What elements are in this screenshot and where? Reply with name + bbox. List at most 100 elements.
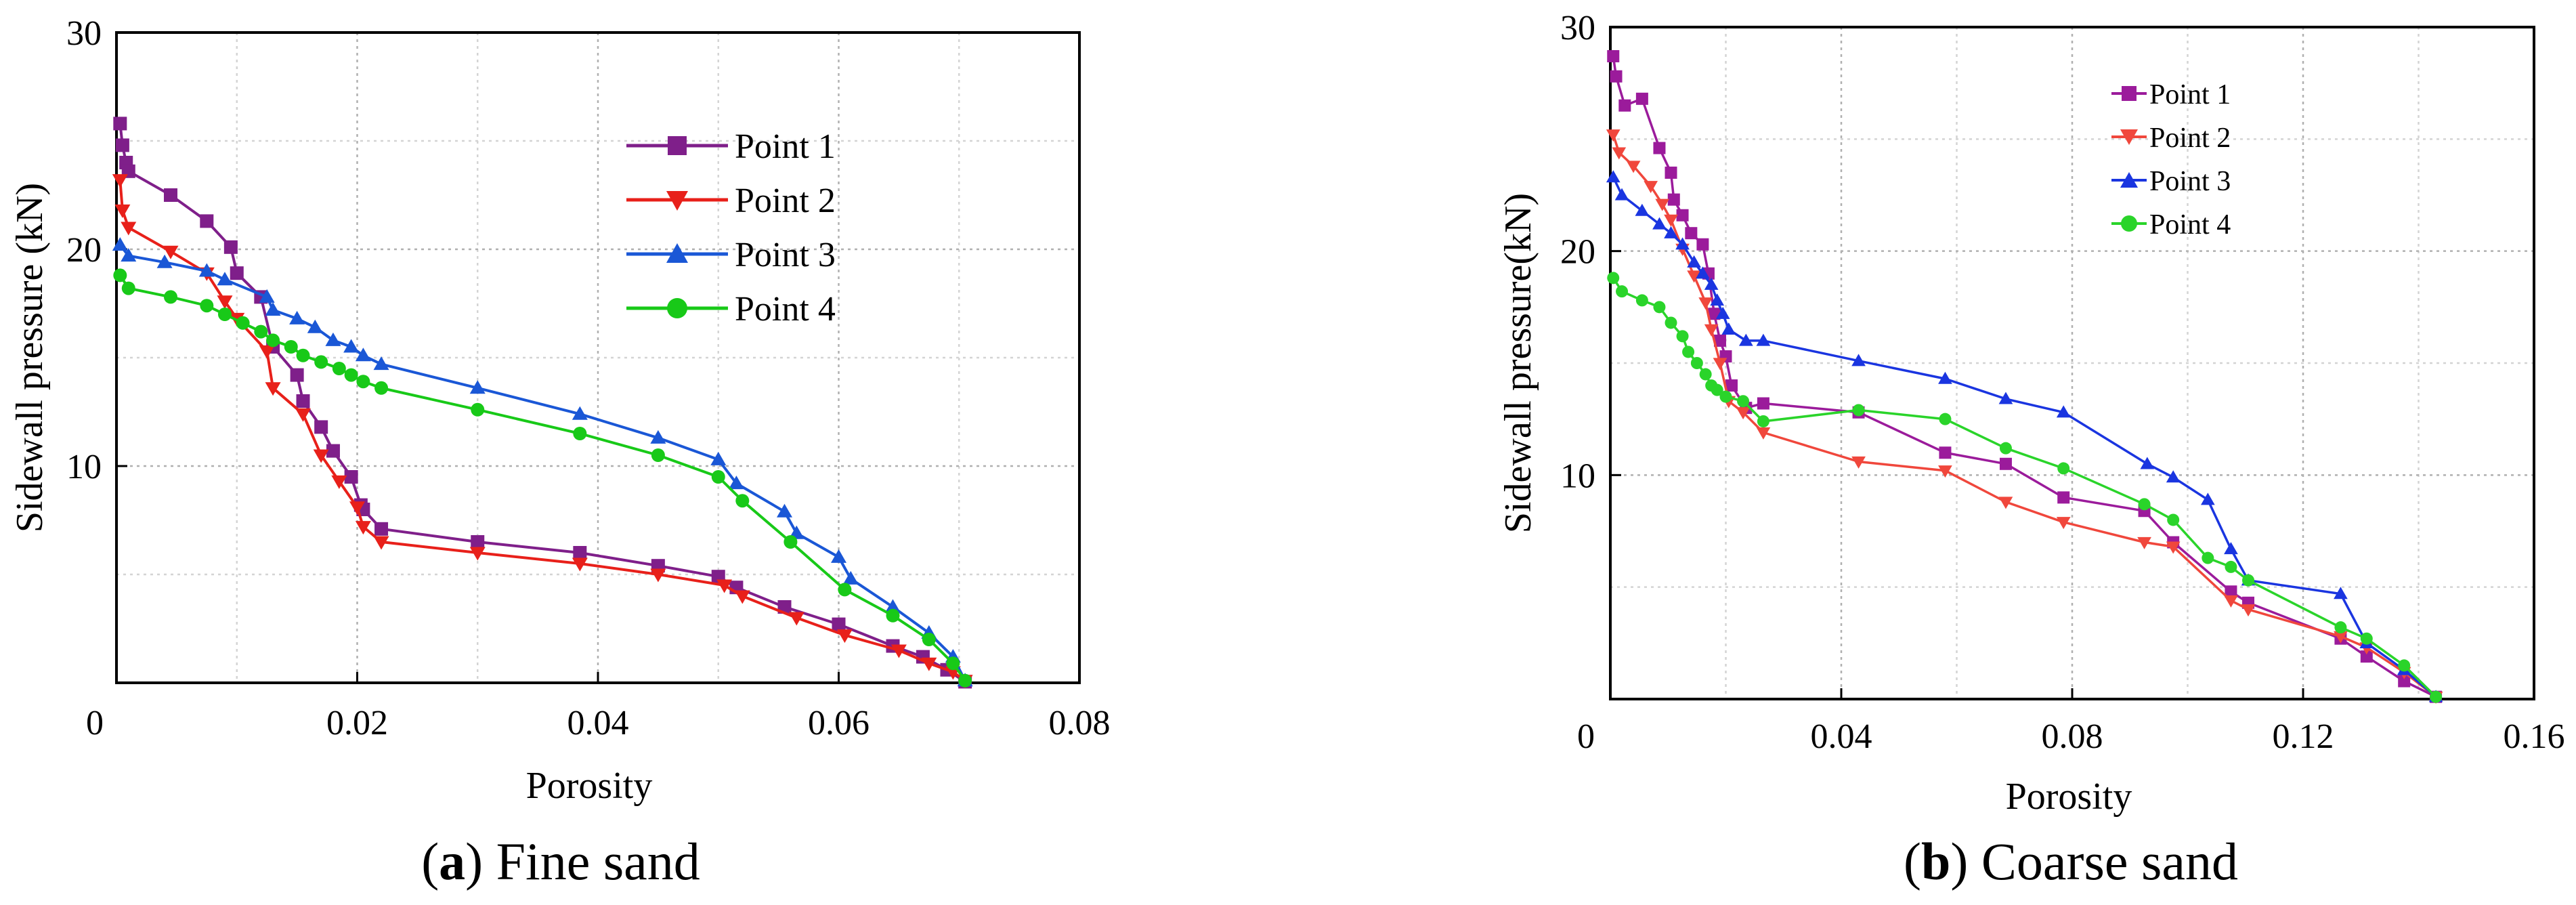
data-point bbox=[1653, 301, 1666, 314]
data-point bbox=[1719, 390, 1732, 403]
fine-sand-legend: Point 1 Point 2 Point 3 Point 4 bbox=[626, 127, 836, 329]
data-point bbox=[1610, 70, 1623, 83]
data-point bbox=[121, 281, 135, 295]
data-point bbox=[1939, 446, 1952, 459]
data-point bbox=[1738, 333, 1753, 346]
legend-item-point-4: Point 4 bbox=[2111, 209, 2231, 240]
data-point bbox=[783, 535, 798, 549]
data-point bbox=[373, 536, 389, 550]
data-point bbox=[314, 355, 328, 369]
coarse-sand-chart: 0 0.04 0.08 0.12 0.16 10 20 30 Porosity Sidewal… bbox=[1497, 9, 2565, 891]
data-point bbox=[836, 629, 853, 644]
data-point bbox=[163, 245, 179, 259]
data-point bbox=[217, 295, 233, 310]
data-point bbox=[650, 429, 666, 444]
data-point bbox=[2398, 659, 2411, 672]
y-tick-label: 10 bbox=[66, 448, 102, 486]
data-point bbox=[1676, 209, 1689, 222]
data-point bbox=[1626, 161, 1641, 173]
data-point bbox=[331, 475, 347, 489]
data-point bbox=[886, 608, 900, 623]
legend-item-point-3: Point 3 bbox=[626, 236, 836, 274]
caption-open-paren: ( bbox=[1904, 832, 1921, 891]
data-point bbox=[1664, 214, 1678, 227]
data-point bbox=[325, 332, 341, 346]
legend-swatch-marker bbox=[666, 191, 688, 211]
fine-sand-grid bbox=[116, 33, 1079, 683]
legend-swatch-marker bbox=[2120, 129, 2138, 145]
legend-label: Point 3 bbox=[2149, 166, 2231, 197]
data-point bbox=[1614, 188, 1629, 201]
data-point bbox=[356, 375, 370, 389]
data-point bbox=[373, 356, 389, 371]
data-point bbox=[1713, 358, 1727, 371]
data-point bbox=[573, 546, 587, 560]
series-line bbox=[119, 123, 966, 683]
x-tick-label: 0.04 bbox=[1811, 717, 1872, 756]
legend-item-point-2: Point 2 bbox=[2111, 123, 2231, 154]
data-point bbox=[163, 290, 177, 304]
legend-swatch-marker bbox=[667, 298, 687, 318]
caption-letter: a bbox=[439, 832, 465, 891]
data-point bbox=[217, 272, 233, 286]
data-point bbox=[2360, 650, 2373, 663]
data-point bbox=[344, 368, 358, 382]
data-point bbox=[1713, 334, 1726, 347]
legend-swatch-marker bbox=[2121, 215, 2137, 232]
x-tick-label: 0.04 bbox=[567, 704, 629, 742]
data-point bbox=[374, 522, 389, 536]
data-point bbox=[2166, 470, 2181, 483]
data-point bbox=[651, 448, 665, 462]
data-point bbox=[1665, 316, 1677, 329]
data-point bbox=[1715, 306, 1730, 319]
data-point bbox=[2057, 491, 2070, 504]
data-point bbox=[114, 204, 131, 218]
data-point bbox=[265, 382, 281, 396]
data-point bbox=[1938, 465, 1952, 478]
data-point bbox=[1938, 371, 1952, 384]
data-point bbox=[1682, 345, 1695, 358]
data-point bbox=[1675, 237, 1690, 250]
x-tick-label: 0.02 bbox=[326, 704, 388, 742]
data-point bbox=[1687, 255, 1701, 268]
x-tick-label: 0 bbox=[86, 704, 104, 742]
data-point bbox=[1676, 330, 1689, 343]
data-point bbox=[2137, 536, 2151, 549]
data-point bbox=[265, 302, 281, 316]
series-point-2 bbox=[1606, 129, 2443, 704]
data-point bbox=[1998, 392, 2013, 404]
data-point bbox=[832, 617, 846, 631]
data-point bbox=[1685, 227, 1698, 240]
data-point bbox=[1687, 270, 1701, 283]
data-point bbox=[572, 557, 588, 572]
legend-swatch-marker bbox=[2120, 172, 2138, 188]
data-point bbox=[2225, 585, 2237, 598]
data-point bbox=[295, 408, 312, 422]
data-point bbox=[332, 362, 346, 375]
data-point bbox=[289, 310, 305, 324]
data-point bbox=[1736, 407, 1751, 420]
y-tick-label: 10 bbox=[1560, 457, 1595, 495]
data-point bbox=[1607, 49, 1620, 62]
caption-letter: b bbox=[1921, 832, 1950, 891]
x-tick-label: 0.08 bbox=[2042, 717, 2103, 756]
data-point bbox=[113, 268, 127, 282]
fine-sand-series bbox=[112, 117, 973, 689]
data-point bbox=[2167, 513, 2180, 526]
series-point-2 bbox=[112, 174, 973, 689]
data-point bbox=[1690, 357, 1703, 369]
data-point bbox=[198, 263, 215, 277]
x-tick-label: 0.16 bbox=[2504, 717, 2565, 756]
coarse-sand-series bbox=[1606, 49, 2443, 704]
data-point bbox=[259, 289, 275, 303]
data-point bbox=[884, 599, 901, 613]
data-point bbox=[115, 138, 129, 152]
data-point bbox=[1635, 294, 1648, 307]
data-point bbox=[1756, 427, 1771, 440]
series-point-1 bbox=[113, 117, 972, 689]
data-point bbox=[2334, 631, 2348, 644]
data-point bbox=[2138, 498, 2151, 511]
data-point bbox=[728, 476, 744, 490]
legend-item-point-2: Point 2 bbox=[626, 182, 836, 220]
y-tick-label: 30 bbox=[66, 14, 102, 53]
